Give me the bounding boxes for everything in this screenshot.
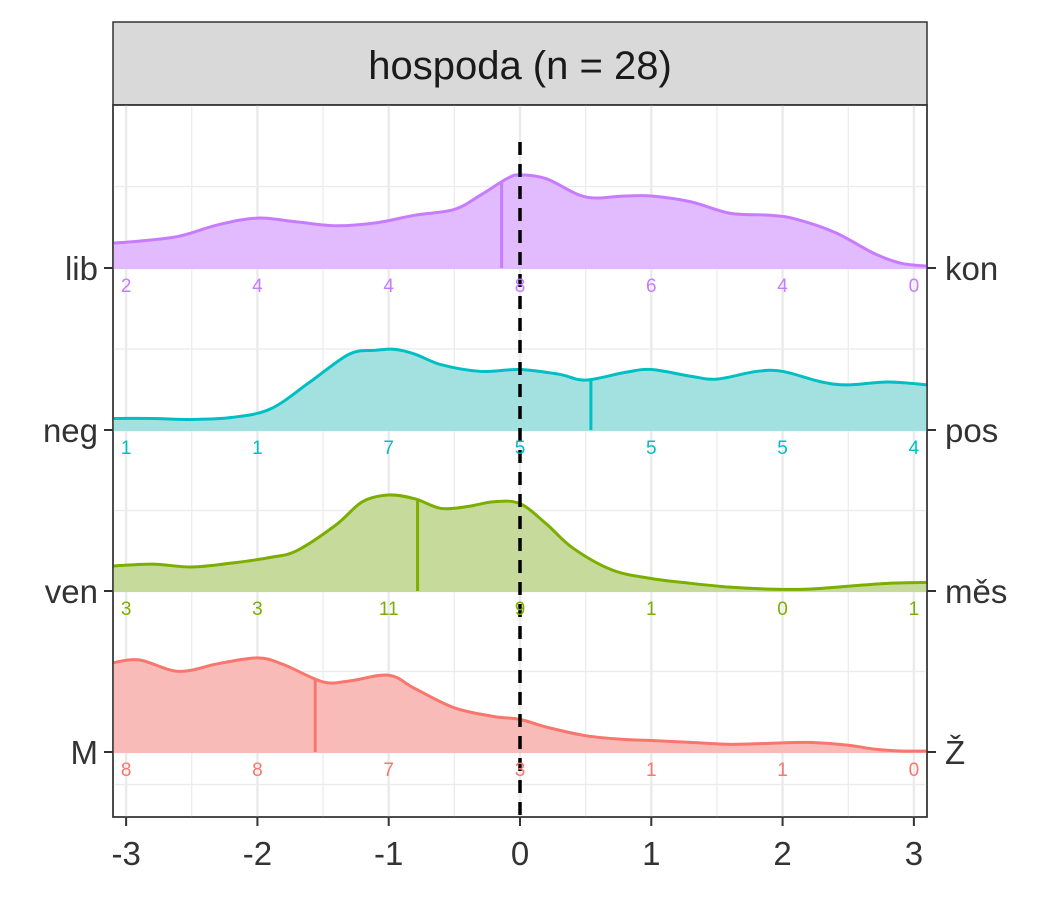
x-tick-label: 3 (905, 835, 923, 872)
y-axis-right: kon pos měs Ž (927, 250, 1007, 771)
x-tick-label: -2 (243, 835, 272, 872)
x-axis: -3 -2 -1 0 1 2 3 (111, 817, 923, 872)
count-label: 4 (383, 276, 394, 297)
count-label: 3 (515, 760, 526, 781)
count-label: 8 (252, 760, 263, 781)
x-tick-label: 1 (642, 835, 660, 872)
x-tick-label: 0 (511, 835, 529, 872)
count-label: 2 (121, 276, 132, 297)
count-label: 5 (646, 438, 657, 459)
y-axis-left: lib neg ven M (43, 250, 113, 771)
density-area-lib (113, 174, 927, 268)
count-label: 11 (379, 599, 399, 620)
count-label: 8 (515, 276, 526, 297)
count-label: 4 (777, 276, 788, 297)
x-tick-label: 2 (773, 835, 791, 872)
y-label-left-ven: ven (45, 573, 98, 610)
count-label: 5 (777, 438, 788, 459)
count-label: 3 (252, 599, 263, 620)
count-label: 8 (121, 760, 132, 781)
facet-strip: hospoda (n = 28) (112, 21, 928, 106)
count-label: 4 (909, 438, 920, 459)
y-label-right-pos: pos (945, 412, 998, 449)
count-labels: 2 4 4 8 6 4 01 1 7 5 5 5 43 3 11 9 1 0 18 8 7 3 1 1 0 (121, 276, 920, 781)
count-label: 5 (515, 438, 526, 459)
x-tick-label: -3 (111, 835, 140, 872)
facet-strip-background (112, 21, 928, 106)
y-label-right-series: Ž (945, 734, 965, 771)
count-label: 3 (121, 599, 132, 620)
x-tick-label: -1 (374, 835, 403, 872)
density-line-ven (112, 493, 928, 591)
y-label-right-kon: kon (945, 250, 998, 287)
count-label: 4 (252, 276, 263, 297)
y-label-left-lib: lib (65, 250, 98, 287)
count-label: 7 (383, 438, 394, 459)
count-label: 0 (909, 760, 920, 781)
count-label: 1 (909, 599, 920, 620)
y-label-left-m: M (71, 734, 99, 771)
count-label: 1 (646, 760, 657, 781)
count-label: 0 (777, 599, 788, 620)
count-label: 1 (252, 438, 263, 459)
facet-title: hospoda (n = 28) (368, 44, 672, 88)
count-label: 7 (383, 760, 394, 781)
count-label: 9 (515, 599, 526, 620)
count-label: 1 (777, 760, 788, 781)
count-label: 0 (909, 276, 920, 297)
count-label: 6 (646, 276, 657, 297)
y-label-right-m-s: měs (945, 573, 1007, 610)
count-label: 1 (646, 599, 657, 620)
y-label-left-neg: neg (43, 412, 98, 449)
count-label: 1 (121, 438, 132, 459)
